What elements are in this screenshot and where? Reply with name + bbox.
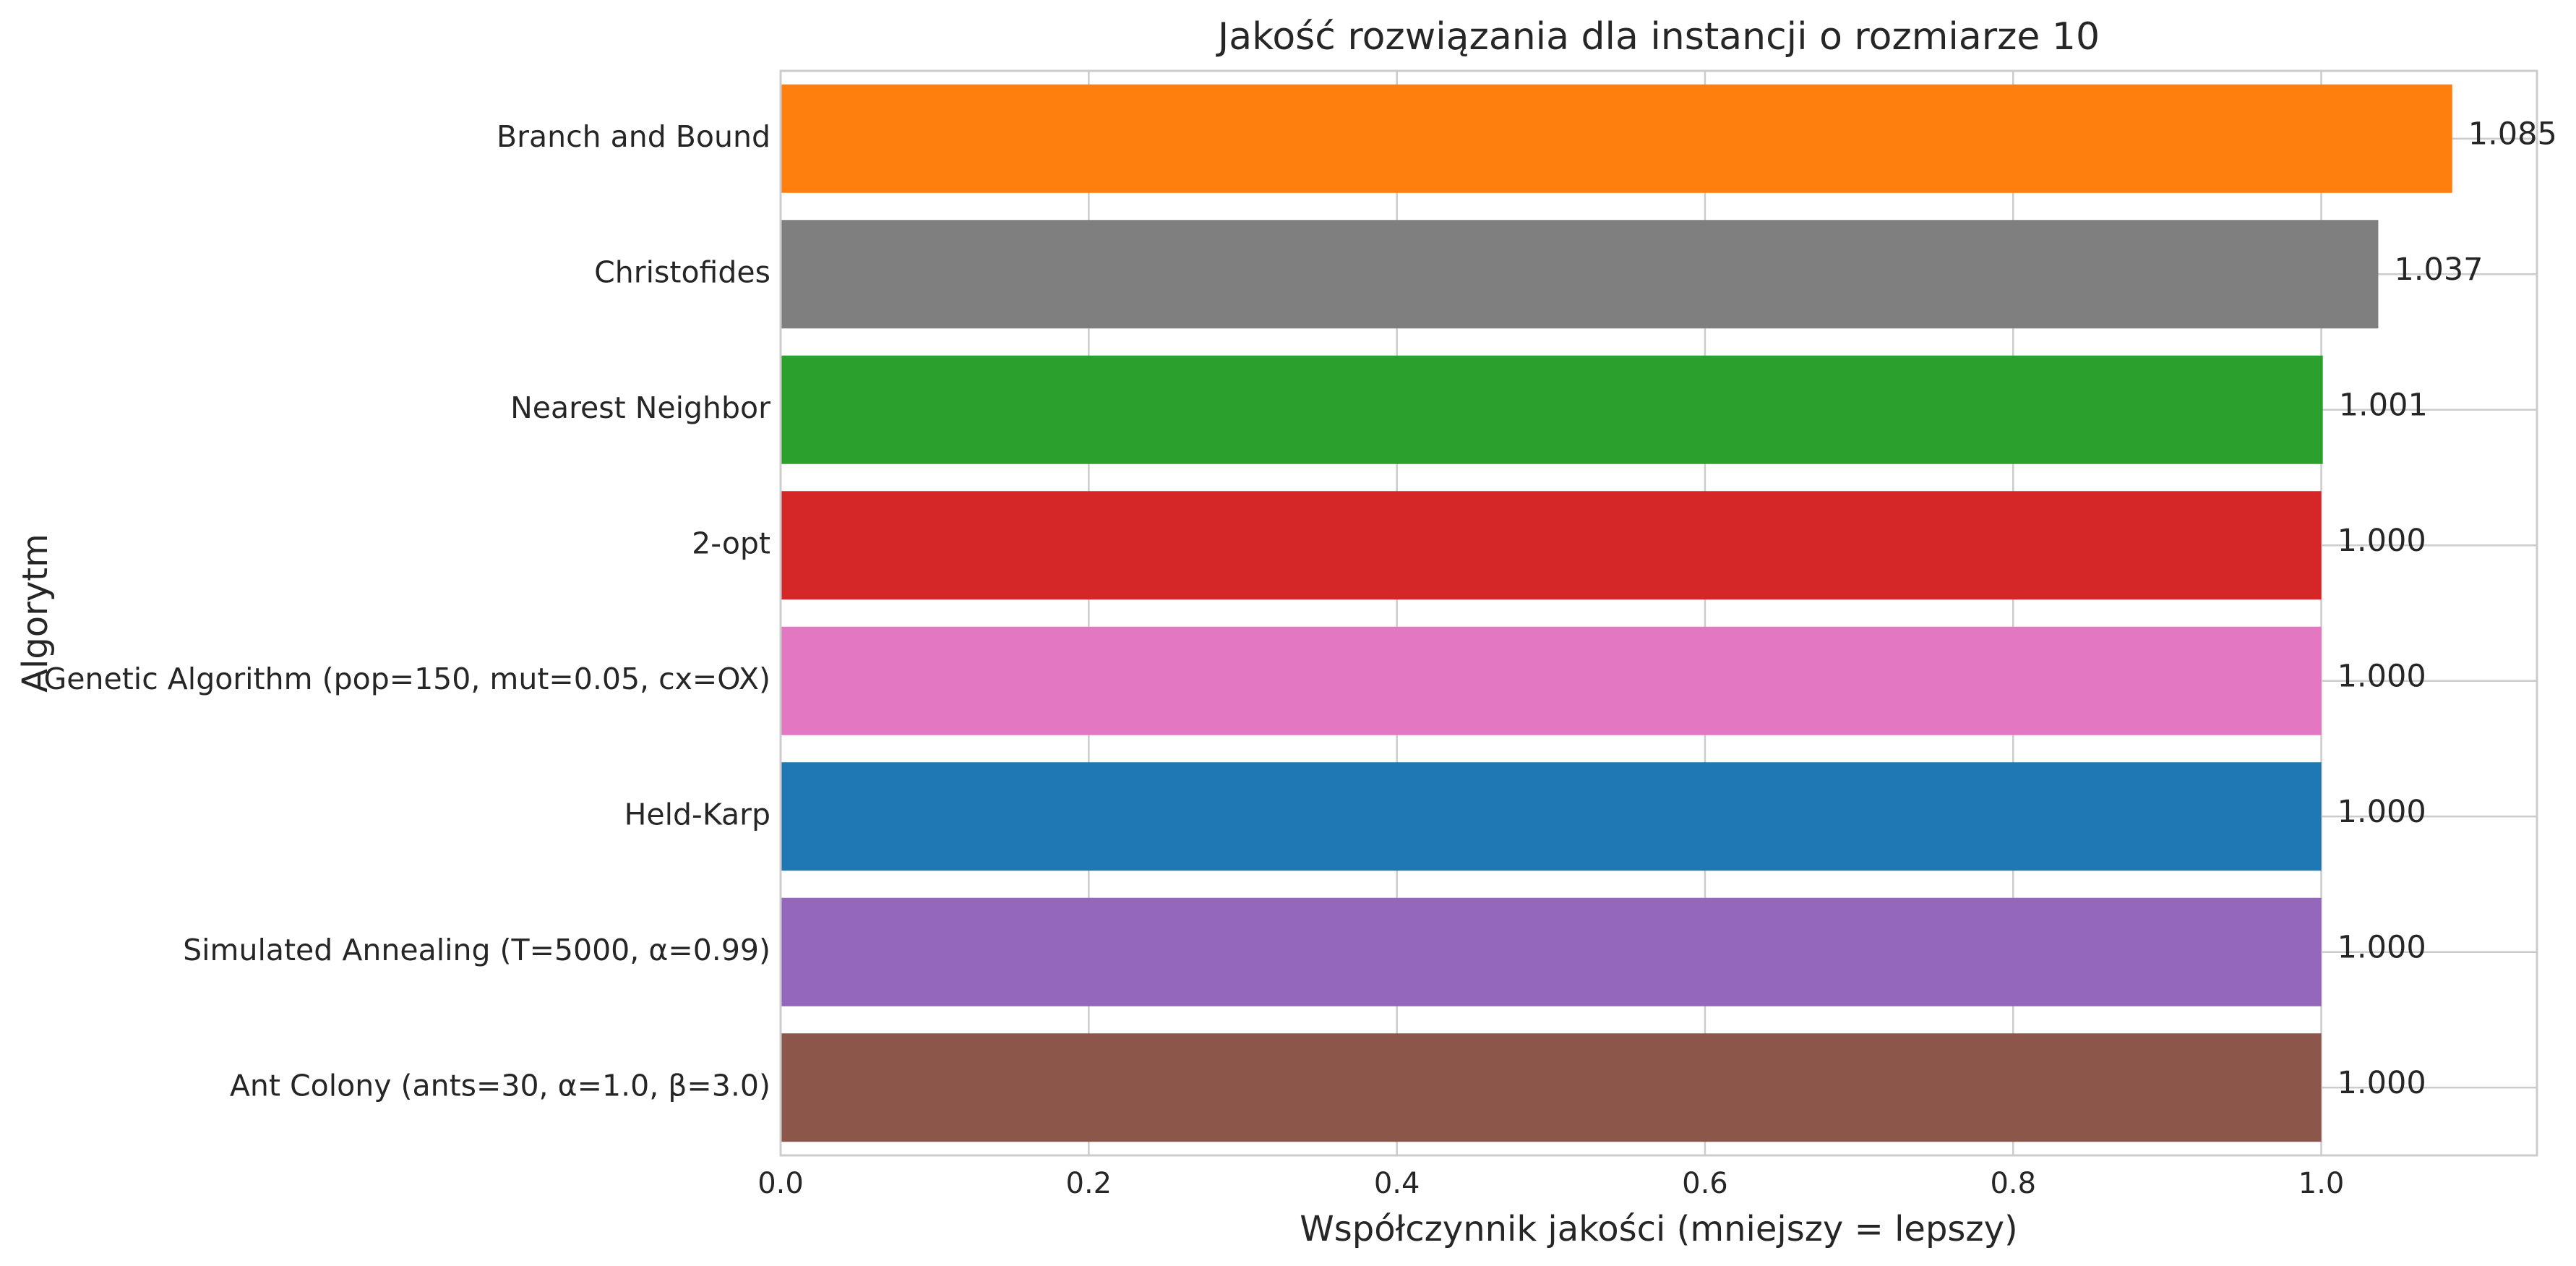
bar-value-label: 1.000 [2337, 1065, 2426, 1101]
category-label: Held-Karp [624, 797, 770, 831]
bar-value-label: 1.001 [2339, 387, 2428, 423]
category-label: 2-opt [692, 526, 770, 560]
x-axis-ticks: 0.0 0.2 0.4 0.6 0.8 1.0 [757, 1167, 2344, 1200]
bar-value-label: 1.085 [2468, 116, 2557, 152]
bar-value-label: 1.000 [2337, 929, 2426, 965]
bar [781, 626, 2322, 735]
bar-value-label: 1.037 [2394, 252, 2483, 288]
x-tick-label: 0.6 [1682, 1167, 1728, 1200]
category-label: Simulated Annealing (T=5000, α=0.99) [183, 933, 770, 967]
bar [781, 355, 2323, 464]
x-axis-label: Współczynnik jakości (mniejszy = lepszy) [1300, 1209, 2018, 1249]
plot-frame [779, 69, 2538, 1157]
category-label: Christofides [594, 255, 770, 289]
chart-title: Jakość rozwiązania dla instancji o rozmi… [1216, 15, 2100, 59]
bar [781, 84, 2452, 193]
bar-value-label: 1.000 [2337, 523, 2426, 559]
bar [781, 491, 2322, 600]
value-labels: 1.085 1.037 1.001 1.000 1.000 1.000 1.000 1.000 [2337, 116, 2557, 1101]
bars [781, 84, 2452, 1142]
category-label: Genetic Algorithm (pop=150, mut=0.05, cx… [44, 662, 770, 696]
x-tick-label: 1.0 [2298, 1167, 2345, 1200]
x-tick-label: 0.0 [757, 1167, 804, 1200]
bar-value-label: 1.000 [2337, 794, 2426, 830]
bar [781, 220, 2379, 329]
category-label: Nearest Neighbor [510, 390, 770, 425]
x-tick-label: 0.2 [1066, 1167, 1112, 1200]
x-tick-label: 0.4 [1374, 1167, 1420, 1200]
category-label: Branch and Bound [497, 119, 770, 154]
bar [781, 762, 2322, 871]
y-axis-category-labels: Branch and Bound Christofides Nearest Neig… [44, 119, 771, 1103]
bar [781, 897, 2322, 1006]
bar-value-label: 1.000 [2337, 658, 2426, 694]
x-tick-label: 0.8 [1990, 1167, 2036, 1200]
y-axis-label: Algorytm [15, 534, 56, 693]
category-label: Ant Colony (ants=30, α=1.0, β=3.0) [230, 1068, 770, 1103]
bar [781, 1033, 2322, 1142]
